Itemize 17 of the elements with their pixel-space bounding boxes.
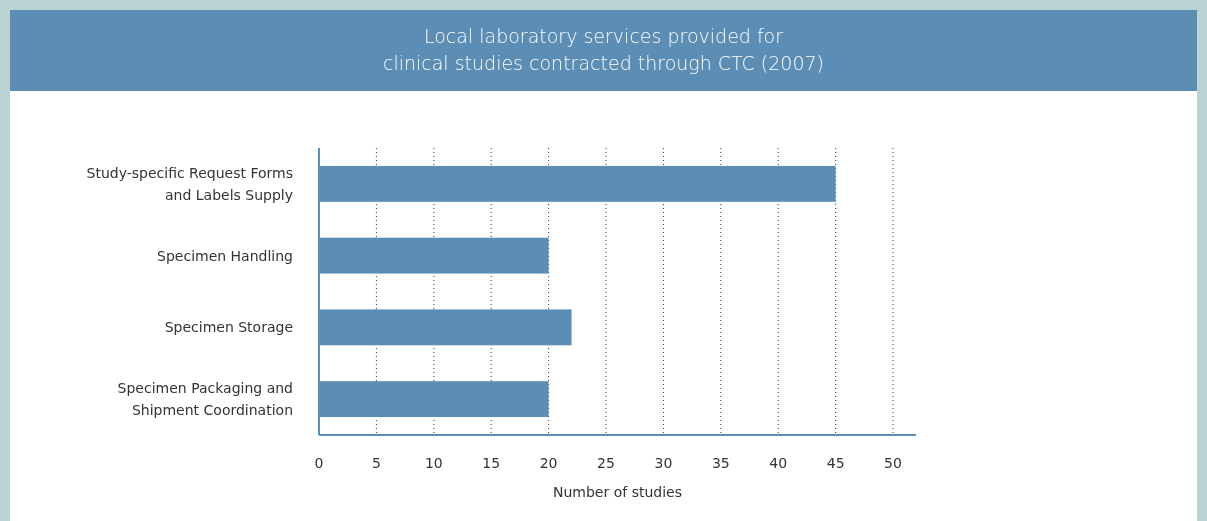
y-tick-label: Specimen Handling xyxy=(157,247,293,264)
x-tick-label: 45 xyxy=(826,455,845,471)
x-tick-label: 15 xyxy=(482,455,501,471)
chart-title: Local laboratory services provided for clinical studies contracted through CTC (2007) xyxy=(382,25,825,74)
x-tick-label: 40 xyxy=(769,455,788,471)
y-tick-label: Specimen Packaging and Shipment Coordination xyxy=(117,380,293,419)
x-tick-label: 25 xyxy=(597,455,615,471)
x-tick-label: 10 xyxy=(424,455,443,471)
x-tick-label: 50 xyxy=(884,455,902,471)
y-tick-label: Study-specific Request Forms and Labels Supply xyxy=(86,164,293,203)
x-tick-label: 5 xyxy=(371,455,381,471)
x-tick-label: 0 xyxy=(314,455,324,471)
y-tick-label: Specimen Storage xyxy=(164,319,293,336)
x-tick-label: 30 xyxy=(654,455,673,471)
x-tick-label: 20 xyxy=(539,455,558,471)
x-axis-title: Number of studies xyxy=(553,484,682,500)
x-tick-label: 35 xyxy=(711,455,730,471)
